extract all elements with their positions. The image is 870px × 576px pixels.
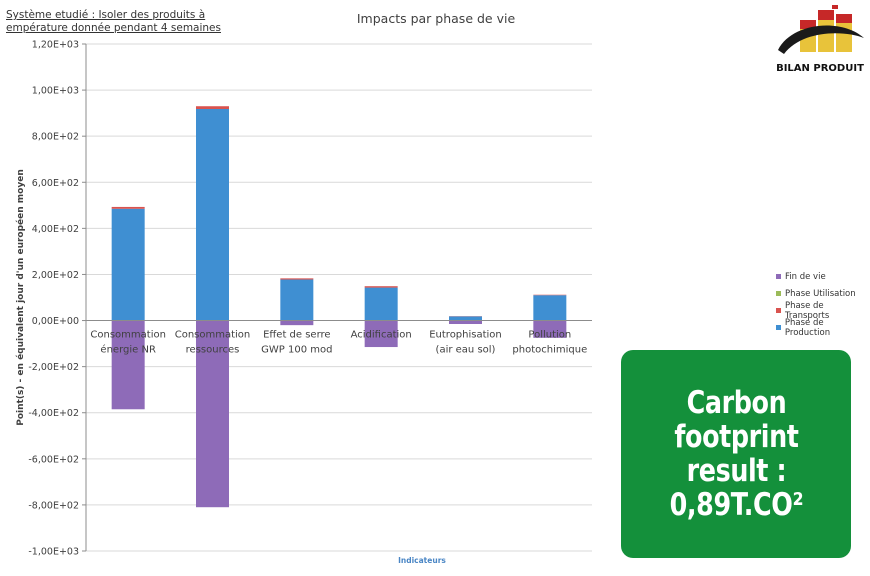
carbon-line-2: footprint bbox=[673, 419, 799, 455]
bar-phase-de-transports bbox=[364, 286, 398, 288]
x-category-label: Consommation bbox=[175, 330, 251, 341]
legend-label: Phase de Production bbox=[784, 317, 831, 338]
system-description-line1: Système etudié : Isoler des produits à bbox=[6, 9, 206, 21]
bar-fin-de-vie bbox=[533, 320, 567, 338]
legend-swatch bbox=[776, 325, 781, 330]
x-axis-label: Indicateurs bbox=[398, 556, 446, 565]
x-category-label: Effet de serre bbox=[263, 330, 330, 341]
y-tick-label: 8,00E+02 bbox=[32, 132, 79, 143]
bar-phase-de-transports bbox=[280, 278, 314, 280]
bar-chart-logo-icon bbox=[778, 5, 864, 54]
system-description: Système etudié : Isoler des produits à e… bbox=[6, 9, 221, 35]
y-tick-label: 1,20E+03 bbox=[32, 40, 79, 51]
legend-item-phase-utilisation: Phase Utilisation bbox=[776, 285, 870, 302]
legend-label: Fin de vie bbox=[785, 271, 826, 282]
bar-phase-de-production bbox=[533, 295, 567, 321]
chart-legend: Fin de vie Phase Utilisation Phase de Tr… bbox=[776, 268, 870, 338]
x-category-label: Eutrophisation bbox=[429, 330, 502, 341]
bar-phase-de-transports bbox=[196, 106, 229, 109]
bar-phase-de-production bbox=[449, 316, 482, 321]
carbon-line-1: Carbon bbox=[686, 385, 786, 421]
x-category-label: Consommation bbox=[90, 330, 166, 341]
bar-phase-de-production bbox=[280, 279, 314, 321]
legend-label: Phase Utilisation bbox=[785, 288, 856, 299]
x-category-label: Acidification bbox=[351, 330, 412, 341]
legend-swatch bbox=[776, 291, 781, 296]
x-category-label: énergie NR bbox=[100, 344, 156, 356]
legend-label: Phase de Transports bbox=[784, 300, 830, 321]
logo-label: BILAN PRODUIT bbox=[776, 63, 864, 74]
bilan-produit-logo: BILAN PRODUIT bbox=[772, 4, 868, 74]
x-category-label: (air eau sol) bbox=[436, 345, 496, 356]
y-tick-label: 2,00E+02 bbox=[32, 270, 79, 281]
y-tick-label: -1,00E+03 bbox=[28, 547, 79, 558]
bar-phase-de-production bbox=[111, 208, 145, 321]
legend-item-phase-production: Phase de Production bbox=[776, 317, 870, 338]
bar-fin-de-vie bbox=[280, 320, 314, 326]
legend-item-fin-de-vie: Fin de vie bbox=[776, 268, 870, 285]
carbon-footprint-box: Carbon footprint result : 0,89T.CO² bbox=[621, 350, 851, 558]
y-tick-label: -8,00E+02 bbox=[28, 500, 79, 511]
y-tick-label: -6,00E+02 bbox=[28, 454, 79, 465]
x-category-label: Pollution bbox=[528, 330, 571, 341]
bar-fin-de-vie bbox=[196, 320, 229, 508]
x-category-label: ressources bbox=[186, 345, 240, 356]
carbon-line-4: 0,89T.CO² bbox=[669, 487, 803, 523]
bar-fin-de-vie bbox=[111, 320, 145, 410]
y-axis-label: Point(s) - en équivalent jour d'un europ… bbox=[15, 169, 26, 425]
legend-swatch bbox=[776, 274, 781, 279]
chart-title: Impacts par phase de vie bbox=[357, 11, 516, 26]
bar-fin-de-vie bbox=[364, 320, 398, 348]
y-tick-label: -4,00E+02 bbox=[28, 408, 79, 419]
legend-item-phase-transports: Phase de Transports bbox=[776, 300, 870, 321]
carbon-footprint-text: Carbon footprint result : 0,89T.CO² bbox=[669, 386, 803, 522]
y-tick-label: 0,00E+00 bbox=[32, 316, 79, 327]
system-description-line2: empérature donnée pendant 4 semaines bbox=[6, 22, 221, 34]
y-tick-label: 4,00E+02 bbox=[32, 224, 79, 235]
carbon-line-3: result : bbox=[686, 453, 786, 489]
bar-phase-de-production bbox=[364, 287, 398, 321]
bar-fin-de-vie bbox=[449, 320, 482, 325]
legend-swatch bbox=[776, 308, 781, 313]
x-category-label: GWP 100 mod bbox=[261, 345, 332, 356]
x-category-label: photochimique bbox=[512, 345, 587, 356]
bar-phase-de-transports bbox=[111, 206, 145, 209]
y-tick-label: 6,00E+02 bbox=[32, 178, 79, 189]
bar-phase-de-production bbox=[196, 108, 229, 321]
y-tick-label: -2,00E+02 bbox=[28, 362, 79, 373]
y-tick-label: 1,00E+03 bbox=[32, 86, 79, 97]
